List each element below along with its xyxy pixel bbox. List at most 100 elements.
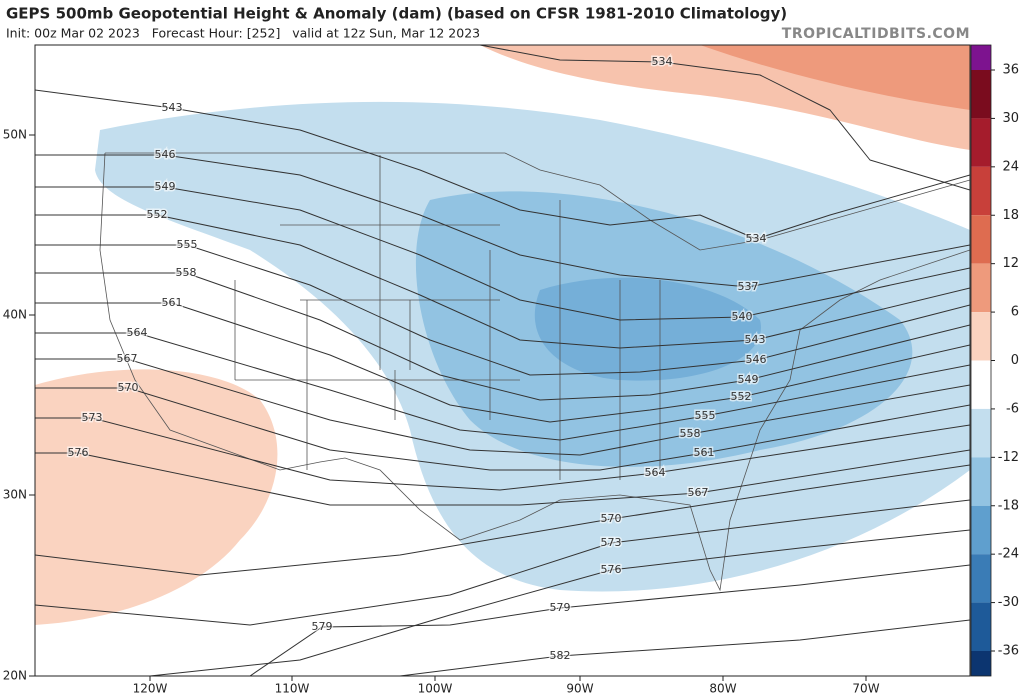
colorbar-segment: [971, 651, 991, 676]
contour-line: [249, 564, 970, 676]
latitude-label: 40N: [3, 308, 27, 322]
colorbar-label: -36: [998, 644, 1019, 659]
contour-label: 576: [68, 446, 89, 459]
contour-label: 552: [731, 390, 752, 403]
contour-label: 549: [155, 180, 176, 193]
longitude-label: 90W: [566, 682, 593, 696]
colorbar-label: 24: [1002, 159, 1019, 174]
colorbar-label: -30: [998, 595, 1019, 610]
contour-label: 567: [117, 352, 138, 365]
contour-line: [35, 387, 970, 471]
colorbar-label: -18: [998, 498, 1019, 513]
colorbar-label: 0: [1011, 353, 1019, 368]
contour-label: 564: [127, 326, 148, 339]
colorbar-label: -12: [998, 450, 1019, 465]
title: GEPS 500mb Geopotential Height & Anomaly…: [6, 5, 787, 23]
contour-line: [35, 332, 970, 441]
contour-label: 558: [176, 266, 197, 279]
contour-label: 579: [550, 601, 571, 614]
contour-label: 549: [738, 373, 759, 386]
colorbar-segment: [971, 408, 991, 458]
longitude-label: 80W: [709, 682, 736, 696]
contour-label: 534: [746, 232, 767, 245]
contour-line: [35, 154, 970, 288]
colorbar-segment: [971, 118, 991, 167]
colorbar-label: 6: [1011, 305, 1019, 320]
contour-labels: 534 543 546 549 552 555 558 561 564 567 570 573 576 5…: [66, 54, 768, 664]
contour-label: 561: [694, 446, 715, 459]
contour-label: 555: [177, 238, 198, 251]
contour-label: 564: [645, 466, 666, 479]
colorbar-segment: [971, 166, 991, 216]
contour-label: 558: [680, 427, 701, 440]
axis-labels: 50N 40N 30N 20N 120W 110W 100W 90W 80W 70W: [3, 128, 880, 696]
contour-line: [35, 302, 970, 423]
latitude-label: 20N: [3, 669, 27, 683]
contour-label: 543: [745, 333, 766, 346]
contour-label: 543: [162, 101, 183, 114]
colorbar-segment: [971, 457, 991, 506]
colorbar-segment: [971, 70, 991, 119]
contour-line: [35, 244, 970, 376]
contour-line: [35, 499, 970, 626]
anomaly-light-red-west: [35, 369, 278, 625]
latitude-label: 50N: [3, 128, 27, 142]
colorbar-label: -6: [1006, 401, 1019, 416]
contour-line: [35, 358, 970, 456]
map-frame: [34, 44, 971, 677]
colorbar-label: -24: [998, 547, 1019, 562]
contour-line: [149, 529, 970, 676]
colorbar-segment: [971, 45, 991, 70]
contour-label: 576: [601, 563, 622, 576]
contour-line: [35, 464, 970, 576]
contour-line: [479, 45, 970, 191]
longitude-label: 70W: [852, 682, 879, 696]
contour-line: [35, 186, 970, 321]
latitude-label: 30N: [3, 488, 27, 502]
colorbar-label: 36: [1002, 63, 1019, 78]
colorbar-segment: [971, 263, 991, 313]
contour-line: [399, 619, 970, 676]
anomaly-red: [700, 45, 970, 110]
contour-label: 570: [118, 381, 139, 394]
contour-label: 537: [738, 280, 759, 293]
contour-lines: [35, 45, 970, 676]
colorbar-segment: [971, 505, 991, 555]
contour-label: 552: [147, 208, 168, 221]
contour-line: [35, 417, 970, 491]
contour-label: 561: [162, 296, 183, 309]
colorbar: 36 30 24 18 12 6 0 -6 -12 -18 -24 -30 -36: [970, 44, 1019, 677]
contour-label: 582: [550, 649, 571, 662]
contour-label: 534: [652, 55, 673, 68]
longitude-label: 110W: [275, 682, 310, 696]
borders: [99, 152, 970, 592]
site-credit: TROPICALTIDBITS.COM: [782, 26, 970, 42]
contour-line: [35, 214, 970, 349]
contour-label: 573: [82, 411, 103, 424]
contour-label: 540: [732, 310, 753, 323]
contour-label: 573: [601, 536, 622, 549]
contour-label: 570: [601, 512, 622, 525]
colorbar-segment: [971, 312, 991, 361]
contour-label: 546: [155, 148, 176, 161]
colorbar-segment: [971, 360, 991, 409]
longitude-label: 100W: [418, 682, 453, 696]
contour-label: 567: [688, 486, 709, 499]
contour-label: 579: [312, 620, 333, 633]
contour-label: 546: [746, 353, 767, 366]
contour-label: 555: [695, 409, 716, 422]
colorbar-segment: [971, 554, 991, 603]
contour-line: [35, 272, 970, 401]
colorbar-label: 30: [1002, 111, 1019, 126]
colorbar-segment: [971, 215, 991, 264]
anomaly-mid-blue: [534, 277, 761, 381]
colorbar-label: 12: [1002, 256, 1019, 271]
map-area: 534 543 546 549 552 555 558 561 564 567 570 573 576 5…: [35, 45, 970, 676]
colorbar-label: 18: [1002, 208, 1019, 223]
subtitle: Init: 00z Mar 02 2023 Forecast Hour: [25…: [6, 26, 480, 41]
contour-line: [35, 89, 970, 240]
contour-line: [35, 449, 970, 506]
colorbar-segment: [971, 602, 991, 651]
longitude-label: 120W: [133, 682, 168, 696]
